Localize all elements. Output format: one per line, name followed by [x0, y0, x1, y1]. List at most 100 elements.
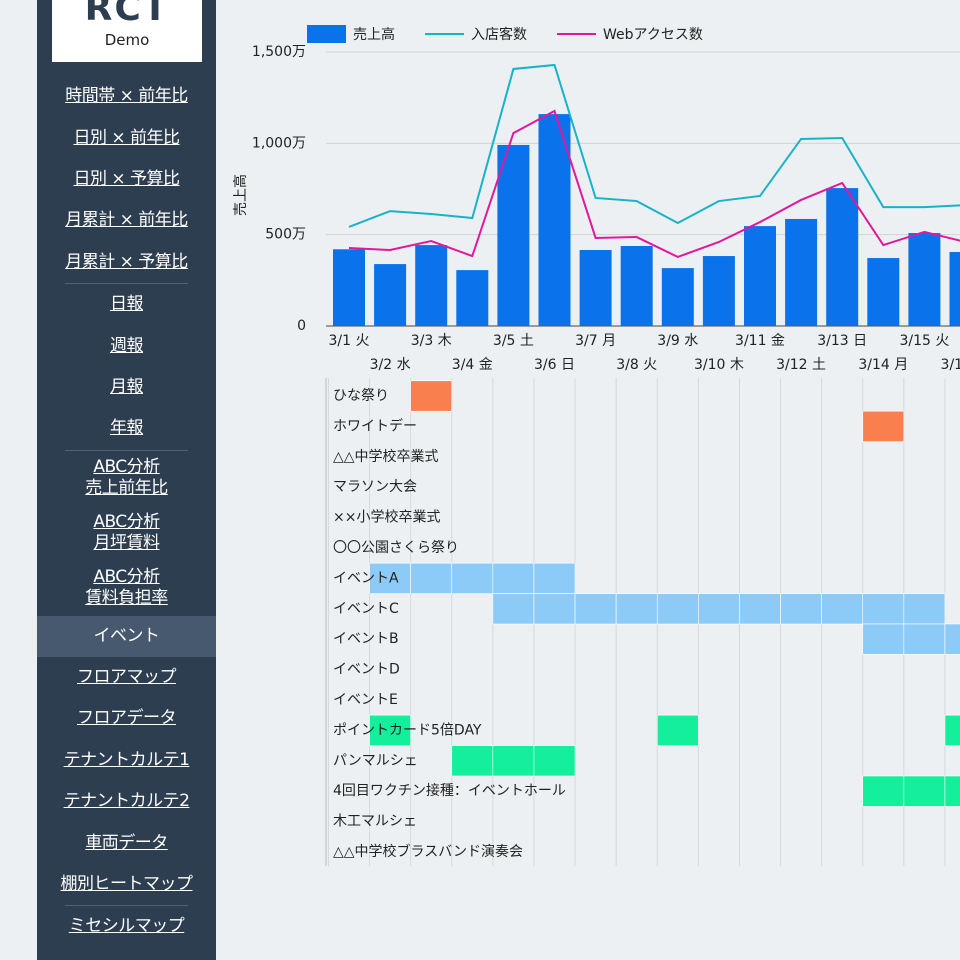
sidebar: RCT Demo 時間帯 × 前年比 日別 × 前年比 日別 × 予算比 月累計 × … [37, 0, 216, 960]
y-tick-label: 500万 [265, 227, 306, 243]
nav-link[interactable]: 時間帯 × 前年比 [65, 86, 188, 107]
event-label: マラソン大会 [333, 479, 417, 495]
event-cell [492, 593, 535, 625]
line-series [348, 63, 960, 228]
x-tick-label: 3/12 土 [776, 357, 826, 373]
legend-swatch [307, 25, 346, 43]
event-cell [410, 380, 453, 412]
event-cell [862, 410, 905, 442]
x-tick-label: 3/13 日 [817, 333, 867, 349]
x-tick-label: 3/1 火 [329, 333, 370, 349]
event-label: パンマルシェ [333, 753, 418, 769]
event-cell [944, 623, 960, 655]
x-tick-label: 3/10 木 [694, 357, 744, 373]
nav-link[interactable]: ABC分析 月坪賃料 [93, 512, 160, 554]
nav-link[interactable]: テナントカルテ2 [63, 791, 190, 812]
event-cell [903, 775, 946, 807]
x-tick-label: 3/5 土 [493, 333, 534, 349]
nav-link[interactable]: フロアデータ [77, 708, 177, 729]
event-label: イベントC [333, 601, 399, 617]
event-cell [533, 745, 576, 777]
bar [908, 233, 941, 326]
event-cell [615, 593, 658, 625]
event-cell [780, 593, 822, 625]
bar [867, 258, 900, 326]
bar [661, 268, 694, 326]
event-cell [656, 714, 699, 746]
x-tick-label: 3/11 金 [735, 333, 785, 349]
separator [65, 905, 188, 907]
bar [538, 114, 571, 327]
bar [374, 264, 407, 326]
event-cell [533, 593, 576, 625]
bar [579, 250, 612, 326]
nav-link[interactable]: ABC分析 売上前年比 [85, 457, 168, 499]
event-label: イベントA [333, 570, 399, 586]
nav-link[interactable]: 日別 × 前年比 [73, 127, 180, 148]
event-cell [862, 623, 905, 655]
bar [415, 245, 448, 326]
x-tick-label: 3/8 火 [616, 357, 657, 373]
event-cell [410, 562, 453, 594]
event-cell [492, 745, 535, 777]
event-label: イベントD [333, 662, 400, 678]
event-cell [492, 562, 535, 594]
nav-link[interactable]: 月累計 × 予算比 [65, 251, 188, 272]
legend-label: Webアクセス数 [603, 27, 703, 43]
event-cell [656, 593, 699, 625]
event-cell [369, 562, 411, 594]
x-tick-label: 3/7 月 [575, 333, 616, 349]
bar [497, 144, 530, 326]
event-label: ホワイトデー [333, 417, 417, 434]
event-cell [451, 745, 494, 777]
event-cell [944, 714, 960, 746]
separator [65, 449, 188, 451]
bar [826, 188, 859, 326]
y-tick-label: 1,500万 [252, 44, 306, 60]
nav-link[interactable]: 週報 [110, 335, 144, 356]
event-cell [698, 593, 740, 625]
nav-link[interactable]: 日報 [110, 294, 144, 315]
event-cell [903, 623, 946, 655]
nav-link[interactable]: 日別 × 予算比 [73, 168, 180, 189]
line-series [348, 109, 960, 259]
event-cell [944, 775, 960, 807]
event-cell [903, 593, 946, 625]
event-label: ポイントカード5倍DAY [333, 722, 482, 738]
nav-link[interactable]: イベント [37, 615, 216, 657]
event-label: ××小学校卒業式 [333, 509, 440, 526]
nav-link[interactable]: 月報 [110, 376, 144, 397]
x-tick-label: 3/4 金 [452, 357, 493, 373]
x-tick-label: 3/2 水 [370, 357, 411, 373]
y-axis-title: 売上高 [232, 174, 249, 216]
bar [949, 252, 960, 326]
logo-text: RCT [84, 0, 170, 29]
legend-label: 売上高 [353, 26, 395, 43]
nav-link[interactable]: 車両データ [85, 832, 168, 853]
nav-link[interactable]: 棚別ヒートマップ [60, 874, 194, 895]
bar [785, 218, 818, 326]
nav-link[interactable]: テナントカルテ1 [63, 749, 190, 770]
bar [456, 270, 489, 326]
event-label: イベントB [333, 631, 399, 647]
x-tick-label: 3/9 水 [657, 333, 698, 349]
event-cell [369, 714, 411, 746]
event-cell [533, 562, 576, 594]
event-cell [574, 593, 617, 625]
nav-link[interactable]: 月累計 × 前年比 [65, 210, 188, 231]
bar [702, 256, 735, 326]
nav-link[interactable]: フロアマップ [77, 667, 177, 688]
nav-menu: 時間帯 × 前年比 日別 × 前年比 日別 × 予算比 月累計 × 前年比 月累計 × … [37, 76, 216, 948]
nav-link[interactable]: 年報 [110, 418, 144, 439]
event-label: 木工マルシェ [333, 814, 417, 830]
event-label: 4回目ワクチン接種：イベントホール [333, 782, 566, 799]
logo[interactable]: RCT Demo [52, 0, 202, 62]
event-cell [821, 593, 864, 625]
x-tick-label: 3/15 火 [899, 333, 949, 349]
x-tick-label: 3/6 日 [534, 357, 575, 373]
bar [620, 245, 653, 326]
event-label: ひな祭り [333, 388, 389, 404]
nav-link[interactable]: ミセシルマップ [68, 916, 185, 937]
nav-link[interactable]: ABC分析 賃料負担率 [85, 567, 168, 609]
